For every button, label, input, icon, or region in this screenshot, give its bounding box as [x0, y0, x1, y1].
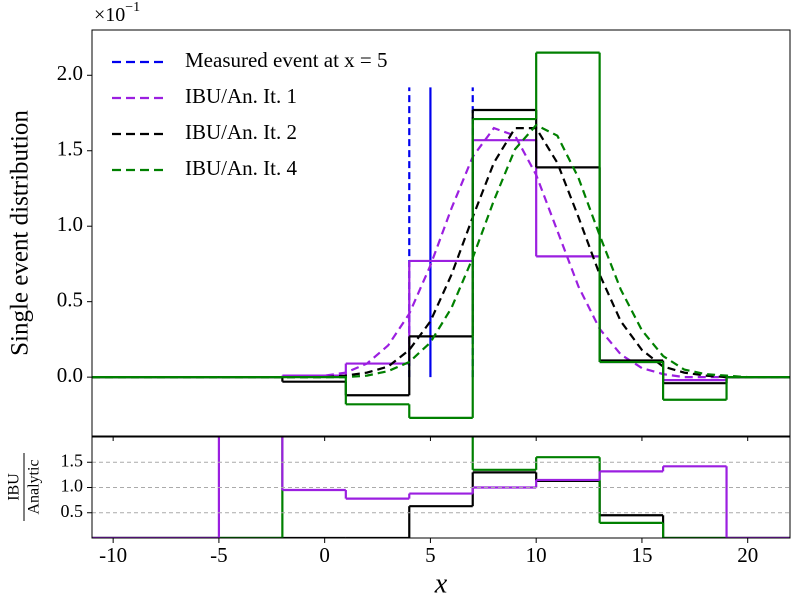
y-axis-label: Single event distribution: [7, 110, 34, 356]
axes-frame: [91, 436, 791, 539]
legend-label: IBU/An. It. 2: [185, 120, 297, 144]
x-tick-label: 0: [319, 543, 330, 567]
y-multiplier: ×10−1: [94, 0, 140, 25]
y-tick-label: 0.0: [57, 363, 83, 387]
axes-frame: [91, 29, 791, 437]
y-tick-label: 1.5: [57, 137, 83, 161]
y-tick-label: 1.5: [61, 450, 84, 470]
ratio-label: IBU Analytic: [6, 453, 43, 521]
y-tick-label: 1.0: [61, 476, 84, 496]
y-tick-label: 1.0: [57, 212, 83, 236]
x-tick-label: 20: [737, 543, 758, 567]
plot-area: [92, 437, 790, 538]
multiplier-exponent: −1: [125, 0, 140, 15]
ratio-denominator: Analytic: [26, 459, 43, 514]
legend-label: Measured event at x = 5: [185, 48, 388, 72]
x-tick-label: 10: [526, 543, 547, 567]
y-tick-label: 0.5: [57, 287, 83, 311]
ratio-numerator: IBU: [6, 473, 23, 501]
y-tick-label: 0.5: [61, 501, 84, 521]
x-tick-label: -10: [99, 543, 127, 567]
legend-label: IBU/An. It. 1: [185, 84, 297, 108]
x-tick-label: 5: [425, 543, 436, 567]
plot-area: [92, 51, 790, 419]
legend-label: IBU/An. It. 4: [185, 156, 297, 180]
x-tick-label: -5: [210, 543, 228, 567]
x-axis-label: x: [434, 568, 448, 599]
multiplier-base: ×10: [94, 4, 125, 26]
y-tick-label: 2.0: [57, 61, 83, 85]
x-tick-label: 15: [631, 543, 652, 567]
